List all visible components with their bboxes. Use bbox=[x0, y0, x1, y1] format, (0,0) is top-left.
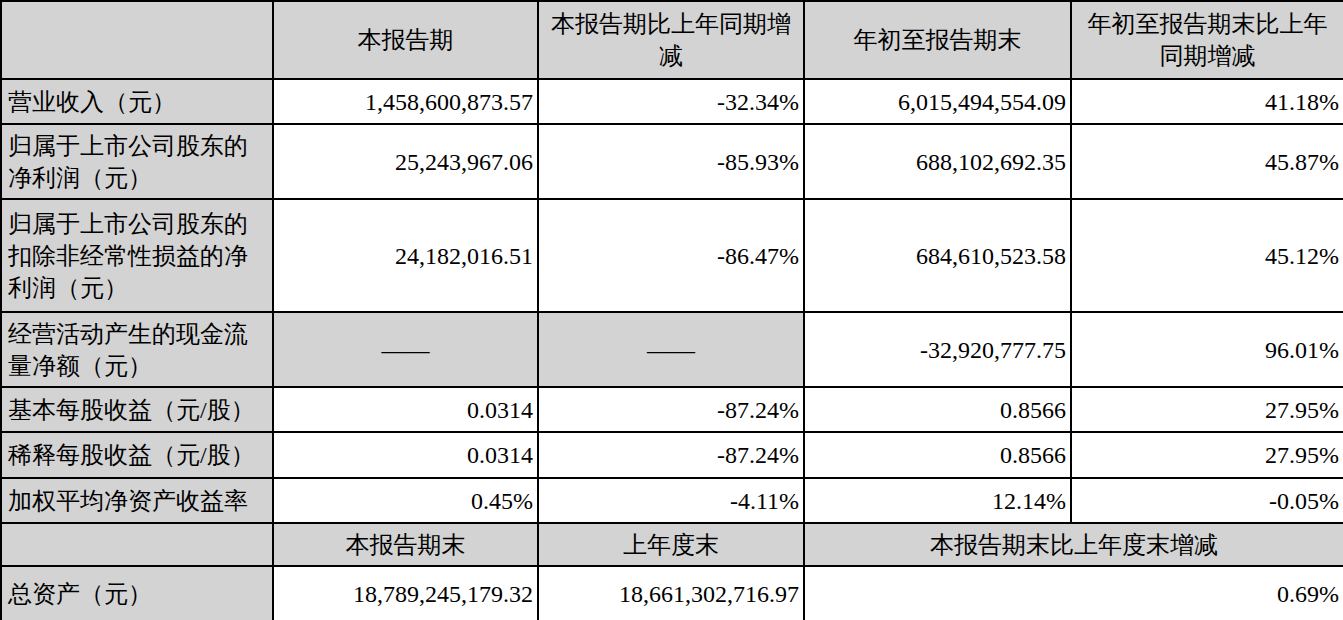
value-cell: 96.01% bbox=[1071, 312, 1343, 387]
value-cell: 25,243,967.06 bbox=[273, 124, 538, 199]
value-cell: -86.47% bbox=[538, 199, 804, 312]
value-cell: -32,920,777.75 bbox=[804, 312, 1071, 387]
header-cell-ytd: 年初至报告期末 bbox=[804, 1, 1071, 79]
value-cell: 12.14% bbox=[804, 478, 1071, 523]
table-row: 总资产（元） 18,789,245,179.32 18,661,302,716.… bbox=[1, 566, 1343, 620]
value-cell: 18,661,302,716.97 bbox=[538, 566, 804, 620]
table-row: 经营活动产生的现金流量净额（元） —— —— -32,920,777.75 96… bbox=[1, 312, 1343, 387]
value-cell: -85.93% bbox=[538, 124, 804, 199]
report-page: 本报告期 本报告期比上年同期增减 年初至报告期末 年初至报告期末比上年同期增减 … bbox=[0, 0, 1343, 620]
value-cell: 688,102,692.35 bbox=[804, 124, 1071, 199]
value-cell: -87.24% bbox=[538, 432, 804, 478]
row-label: 总资产（元） bbox=[1, 566, 273, 620]
value-cell: -0.05% bbox=[1071, 478, 1343, 523]
value-cell: 27.95% bbox=[1071, 432, 1343, 478]
value-cell: 0.0314 bbox=[273, 432, 538, 478]
table-row: 归属于上市公司股东的净利润（元） 25,243,967.06 -85.93% 6… bbox=[1, 124, 1343, 199]
value-cell: 45.87% bbox=[1071, 124, 1343, 199]
value-cell: -4.11% bbox=[538, 478, 804, 523]
row-label: 基本每股收益（元/股） bbox=[1, 387, 273, 432]
subheader-cell-period-end: 本报告期末 bbox=[273, 523, 538, 566]
value-cell: 27.95% bbox=[1071, 387, 1343, 432]
header-cell-empty bbox=[1, 1, 273, 79]
row-label: 营业收入（元） bbox=[1, 79, 273, 124]
row-label: 经营活动产生的现金流量净额（元） bbox=[1, 312, 273, 387]
value-cell: 18,789,245,179.32 bbox=[273, 566, 538, 620]
value-cell: 41.18% bbox=[1071, 79, 1343, 124]
row-label: 稀释每股收益（元/股） bbox=[1, 432, 273, 478]
subheader-cell-prior-year-end: 上年度末 bbox=[538, 523, 804, 566]
value-cell-dash: —— bbox=[273, 312, 538, 387]
table-row: 归属于上市公司股东的扣除非经常性损益的净利润（元） 24,182,016.51 … bbox=[1, 199, 1343, 312]
header-cell-yoy-change: 本报告期比上年同期增减 bbox=[538, 1, 804, 79]
subheader-cell-empty bbox=[1, 523, 273, 566]
value-cell: 0.8566 bbox=[804, 432, 1071, 478]
value-cell: 1,458,600,873.57 bbox=[273, 79, 538, 124]
value-cell: 6,015,494,554.09 bbox=[804, 79, 1071, 124]
value-cell: 684,610,523.58 bbox=[804, 199, 1071, 312]
value-cell: 0.0314 bbox=[273, 387, 538, 432]
header-cell-ytd-yoy-change: 年初至报告期末比上年同期增减 bbox=[1071, 1, 1343, 79]
table-row: 营业收入（元） 1,458,600,873.57 -32.34% 6,015,4… bbox=[1, 79, 1343, 124]
header-row: 本报告期 本报告期比上年同期增减 年初至报告期末 年初至报告期末比上年同期增减 bbox=[1, 1, 1343, 79]
value-cell: 0.45% bbox=[273, 478, 538, 523]
value-cell: 0.69% bbox=[804, 566, 1343, 620]
value-cell-dash: —— bbox=[538, 312, 804, 387]
subheader-cell-change-vs-prior-year-end: 本报告期末比上年度末增减 bbox=[804, 523, 1343, 566]
value-cell: 24,182,016.51 bbox=[273, 199, 538, 312]
value-cell: -87.24% bbox=[538, 387, 804, 432]
financial-summary-table: 本报告期 本报告期比上年同期增减 年初至报告期末 年初至报告期末比上年同期增减 … bbox=[0, 0, 1343, 620]
subheader-row: 本报告期末 上年度末 本报告期末比上年度末增减 bbox=[1, 523, 1343, 566]
value-cell: -32.34% bbox=[538, 79, 804, 124]
value-cell: 45.12% bbox=[1071, 199, 1343, 312]
value-cell: 0.8566 bbox=[804, 387, 1071, 432]
row-label: 归属于上市公司股东的扣除非经常性损益的净利润（元） bbox=[1, 199, 273, 312]
table-row: 稀释每股收益（元/股） 0.0314 -87.24% 0.8566 27.95% bbox=[1, 432, 1343, 478]
table-row: 加权平均净资产收益率 0.45% -4.11% 12.14% -0.05% bbox=[1, 478, 1343, 523]
row-label: 加权平均净资产收益率 bbox=[1, 478, 273, 523]
header-cell-current-period: 本报告期 bbox=[273, 1, 538, 79]
table-row: 基本每股收益（元/股） 0.0314 -87.24% 0.8566 27.95% bbox=[1, 387, 1343, 432]
row-label: 归属于上市公司股东的净利润（元） bbox=[1, 124, 273, 199]
